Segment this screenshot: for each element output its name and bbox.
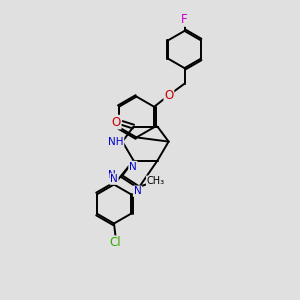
Text: F: F	[181, 13, 188, 26]
Text: NH: NH	[108, 136, 124, 147]
Text: N: N	[110, 174, 118, 184]
Text: CH₃: CH₃	[147, 176, 165, 186]
Text: Cl: Cl	[110, 236, 121, 249]
Text: N: N	[134, 186, 141, 196]
Text: O: O	[164, 88, 173, 102]
Text: O: O	[112, 116, 121, 129]
Text: N: N	[129, 161, 137, 172]
Text: N: N	[108, 170, 116, 181]
